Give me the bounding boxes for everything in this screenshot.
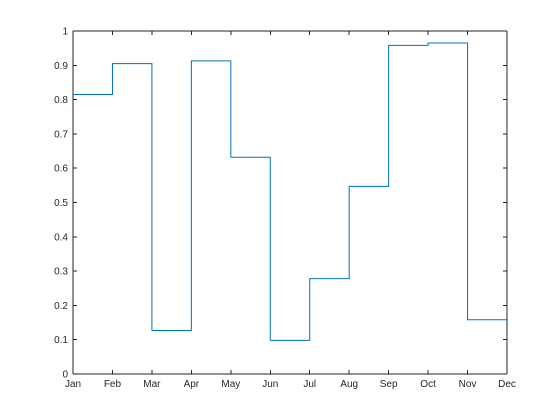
y-tick-label-0-7: 0.7 [54,129,68,140]
y-tick-label-0-4: 0.4 [54,232,68,243]
y-tick-label-0-1: 0.1 [54,335,68,346]
y-tick-label-0-8: 0.8 [54,95,68,106]
y-tick-label-0-6: 0.6 [54,164,68,175]
x-tick-label-may: May [221,379,240,390]
x-tick-label-dec: Dec [498,379,516,390]
x-tick-label-sep: Sep [380,379,398,390]
y-tick-label-0-3: 0.3 [54,267,68,278]
y-tick-label-1: 1 [62,27,68,38]
x-tick-label-jan: Jan [65,379,81,390]
plot-background [73,31,507,374]
x-tick-label-feb: Feb [104,379,122,390]
x-tick-label-oct: Oct [420,379,436,390]
plot-area [73,31,507,374]
y-axis-ticks: 0 0.1 0.2 0.3 0.4 0.5 0.6 0.7 0.8 0.9 1 [54,27,507,381]
y-tick-label-0: 0 [62,370,68,381]
x-tick-label-apr: Apr [184,379,200,390]
x-axis-ticks: Jan Feb Mar Apr May Jun Jul Aug Sep Oct Nov Dec [65,31,516,390]
x-tick-label-nov: Nov [459,379,477,390]
x-tick-label-aug: Aug [340,379,358,390]
y-tick-label-0-2: 0.2 [54,301,68,312]
y-tick-label-0-9: 0.9 [54,61,68,72]
x-tick-label-jul: Jul [303,379,316,390]
y-tick-label-0-5: 0.5 [54,198,68,209]
x-tick-label-mar: Mar [143,379,161,390]
series-line-0 [73,40,508,341]
x-tick-label-jun: Jun [262,379,278,390]
data-layer [73,40,508,341]
